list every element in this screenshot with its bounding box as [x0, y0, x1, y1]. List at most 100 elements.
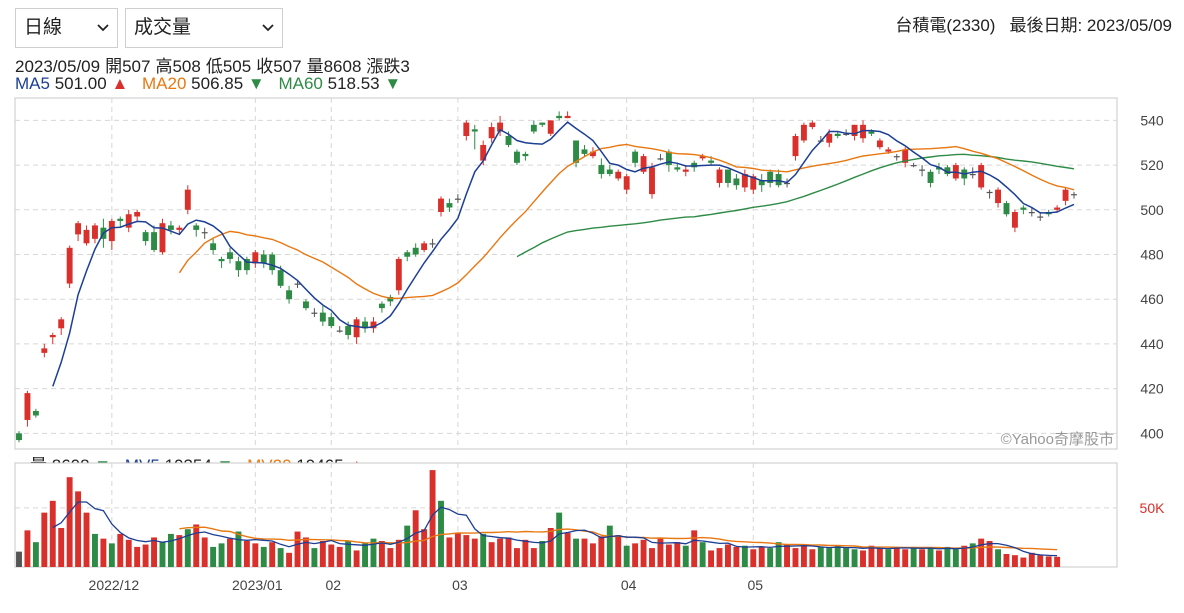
price-panel: [14, 97, 1118, 450]
candle-body: [539, 122, 546, 125]
volume-bar: [758, 546, 765, 567]
candle-body: [75, 223, 82, 235]
candle-body: [201, 232, 208, 234]
candle-body: [210, 243, 217, 251]
candle-body: [1003, 203, 1010, 215]
volume-bar: [902, 549, 909, 567]
candle-body: [404, 252, 411, 257]
volume-bar: [800, 545, 807, 567]
volume-bar: [311, 548, 318, 567]
candle-body: [674, 167, 681, 170]
price-tick-label: 440: [1140, 336, 1164, 352]
price-tick-label: 400: [1140, 425, 1164, 441]
candle-body: [412, 247, 419, 255]
candle-body: [843, 133, 850, 135]
candle-body: [868, 131, 875, 134]
mv5-line: [52, 501, 1058, 557]
ma60-legend: MA60 518.53 ▼: [278, 74, 401, 94]
volume-bar: [767, 548, 774, 567]
volume-bar: [463, 535, 470, 567]
candle-body: [303, 301, 309, 309]
candle-body: [514, 151, 520, 163]
ma5-value: 501.00: [54, 74, 107, 93]
candle-body: [438, 198, 444, 213]
volume-bar: [260, 546, 267, 567]
candle-body: [725, 169, 731, 183]
ma20-value: 506.85: [191, 74, 244, 93]
candle-body: [454, 198, 461, 200]
volume-bar: [480, 533, 487, 567]
volume-bar: [843, 548, 850, 567]
volume-bar: [995, 549, 1001, 567]
ma60-line: [516, 153, 1075, 258]
volume-bar: [598, 536, 605, 567]
volume-bar: [986, 541, 993, 567]
volume-bar: [1037, 555, 1044, 567]
volume-bar: [860, 550, 866, 567]
volume-bar: [201, 537, 208, 567]
volume-bar: [421, 529, 428, 567]
candle-body: [1062, 189, 1069, 201]
candle-body: [547, 120, 554, 134]
period-select[interactable]: 日線: [15, 8, 118, 48]
volume-bar: [893, 546, 900, 567]
date-tick-label: 05: [747, 577, 763, 593]
candle-body: [733, 178, 740, 186]
volume-bar: [885, 549, 892, 567]
volume-bar: [134, 546, 141, 567]
volume-bar: [505, 537, 512, 567]
volume-bar: [606, 525, 613, 567]
ohlc-high: 高508: [155, 57, 201, 76]
volume-bar: [708, 550, 715, 567]
candle-body: [319, 312, 326, 322]
candle-body: [252, 252, 259, 264]
candle-body: [32, 410, 39, 416]
volume-bar: [649, 548, 655, 567]
candle-body: [92, 225, 98, 239]
volume-bar: [741, 545, 748, 567]
volume-bar: [792, 548, 799, 567]
candle-body: [581, 149, 588, 154]
date-tick-label: 2022/12: [89, 577, 140, 593]
candle-body: [429, 243, 436, 245]
candle-body: [378, 303, 385, 309]
chevron-down-icon: [262, 24, 274, 32]
volume-bar: [142, 544, 149, 567]
volume-bar: [589, 543, 596, 567]
volume-bar: [227, 538, 233, 567]
volume-bar: [725, 544, 731, 567]
candle-body: [589, 151, 596, 157]
candle-body: [142, 232, 149, 242]
volume-bar: [362, 543, 368, 567]
watermark: ©Yahoo奇摩股市: [1001, 430, 1114, 448]
candle-body: [919, 169, 926, 171]
volume-bar: [674, 542, 681, 567]
volume-bar: [184, 529, 191, 567]
candle-body: [885, 149, 892, 152]
candle-body: [986, 191, 993, 194]
indicator-select[interactable]: 成交量: [125, 8, 283, 48]
candle-body: [758, 180, 765, 186]
volume-bar: [328, 544, 335, 567]
price-tick-label: 540: [1140, 112, 1164, 128]
candle-body: [49, 334, 56, 338]
candle-body: [24, 393, 31, 420]
candle-body: [41, 348, 48, 353]
ma60-label: MA60: [278, 74, 323, 93]
volume-bar: [193, 524, 200, 567]
candle-body: [834, 133, 841, 137]
candle-body: [598, 165, 605, 175]
volume-bar: [750, 549, 757, 567]
date-tick-label: 04: [621, 577, 637, 593]
candle-body: [632, 151, 639, 163]
volume-bar: [691, 530, 698, 567]
candle-body: [699, 156, 706, 159]
ma60-value: 518.53: [327, 74, 380, 93]
candle-body: [1037, 216, 1044, 218]
candle-body: [336, 330, 343, 332]
volume-bar: [961, 545, 968, 567]
ma5-legend: MA5 501.00 ▲: [15, 74, 128, 94]
candle-body: [1054, 207, 1061, 210]
candle-body: [311, 312, 318, 314]
candle-body: [488, 127, 495, 139]
